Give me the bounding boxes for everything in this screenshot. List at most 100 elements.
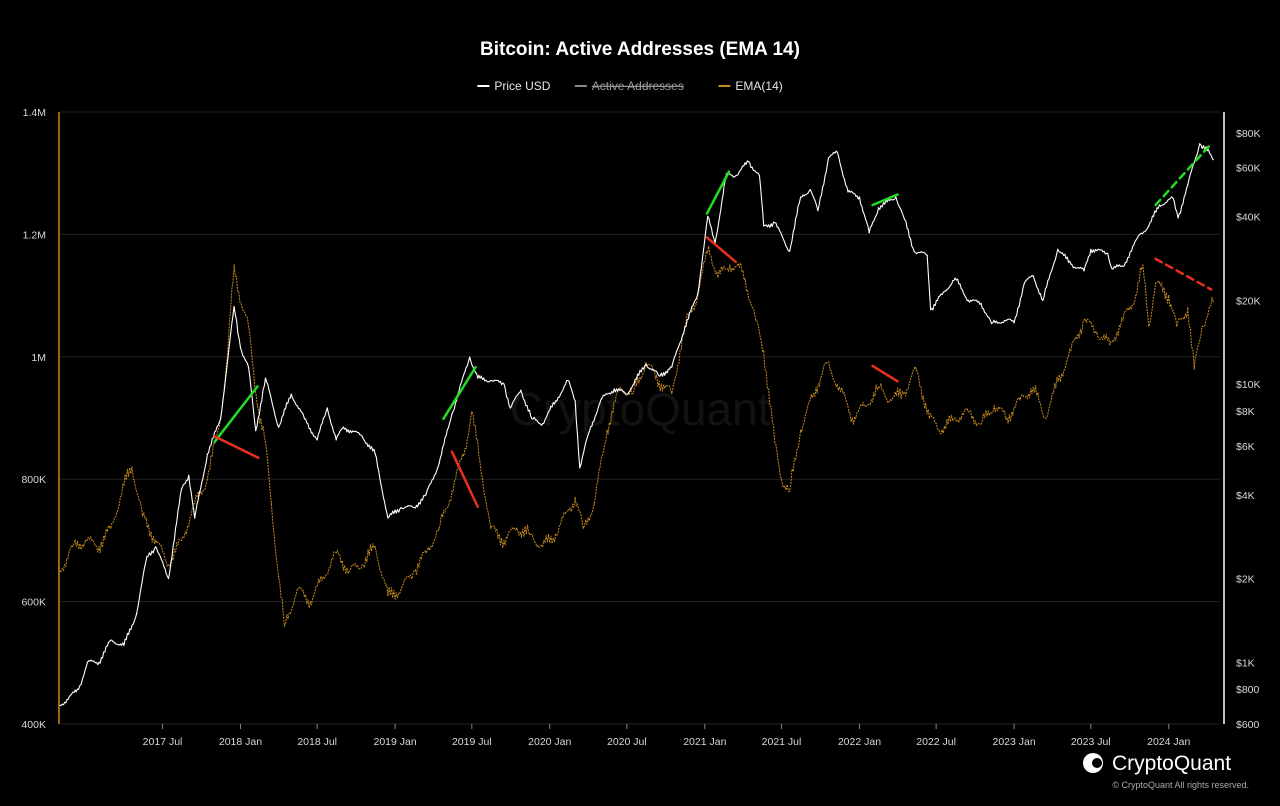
data-point xyxy=(110,527,112,529)
data-point xyxy=(239,347,242,349)
trendline-9 xyxy=(1154,257,1213,291)
data-point xyxy=(1070,263,1072,265)
legend-label: Price USD xyxy=(494,79,550,93)
data-point xyxy=(194,503,196,505)
right-tick-label: $1K xyxy=(1236,657,1255,669)
data-point xyxy=(847,191,849,193)
legend-item-price-usd[interactable]: Price USD xyxy=(477,79,551,93)
data-point xyxy=(593,503,595,505)
watermark: CryptoQuant xyxy=(510,383,771,435)
data-point xyxy=(606,429,608,431)
data-point xyxy=(1111,268,1113,270)
data-point xyxy=(167,564,170,566)
data-point xyxy=(400,588,402,591)
data-point xyxy=(1176,325,1178,327)
data-point xyxy=(270,503,272,505)
data-point xyxy=(836,151,839,153)
data-point xyxy=(188,474,190,476)
data-point xyxy=(800,196,802,198)
data-point xyxy=(1142,264,1144,266)
data-point xyxy=(361,435,363,437)
data-point xyxy=(658,375,660,377)
data-point xyxy=(582,527,584,529)
data-point xyxy=(516,527,518,529)
right-tick-label: $6K xyxy=(1236,441,1255,453)
data-point xyxy=(926,254,928,256)
trendline-3 xyxy=(450,450,479,508)
data-point xyxy=(131,466,133,468)
data-point xyxy=(374,545,376,548)
data-point xyxy=(1212,301,1214,303)
data-point xyxy=(110,639,112,641)
data-point xyxy=(167,577,170,580)
trendline-2 xyxy=(442,365,477,421)
data-point xyxy=(671,392,673,395)
data-point xyxy=(789,250,791,252)
right-tick-label: $600 xyxy=(1236,719,1260,731)
data-point xyxy=(1139,233,1141,235)
legend-item-active-addresses[interactable]: Active Addresses xyxy=(574,79,684,93)
data-point xyxy=(1177,217,1179,219)
data-point xyxy=(220,418,222,420)
left-tick-label: 1M xyxy=(31,352,46,364)
data-point xyxy=(1057,380,1059,382)
data-point xyxy=(451,490,453,492)
data-point xyxy=(255,430,257,432)
data-point xyxy=(877,386,880,388)
data-point xyxy=(469,356,471,358)
data-point xyxy=(531,418,533,420)
data-point xyxy=(729,264,731,266)
data-point xyxy=(1199,143,1201,145)
data-point xyxy=(877,207,880,209)
data-point xyxy=(85,539,87,542)
data-point xyxy=(568,509,570,511)
data-point xyxy=(136,612,138,614)
data-point xyxy=(98,661,100,663)
legend-item-ema-14[interactable]: EMA(14) xyxy=(718,79,783,93)
data-point xyxy=(868,232,870,234)
data-point xyxy=(895,196,897,198)
data-point xyxy=(155,539,157,542)
right-tick-label: $20K xyxy=(1236,295,1261,307)
data-point xyxy=(181,488,183,490)
data-point xyxy=(817,210,819,212)
data-point xyxy=(1083,270,1085,272)
data-point xyxy=(632,392,634,395)
data-point xyxy=(194,517,196,519)
left-tick-label: 800K xyxy=(21,474,46,486)
data-point xyxy=(479,460,481,462)
data-point xyxy=(348,570,350,572)
data-point xyxy=(123,644,125,647)
data-point xyxy=(774,441,776,444)
data-point xyxy=(278,576,280,578)
trendline-8 xyxy=(1154,142,1213,207)
data-point xyxy=(941,293,943,295)
data-point xyxy=(851,417,853,419)
data-point xyxy=(600,398,602,401)
data-point xyxy=(1083,319,1085,321)
data-point xyxy=(658,380,660,382)
data-point xyxy=(941,429,943,431)
data-point xyxy=(742,270,744,272)
x-tick-label: 2022 Jan xyxy=(838,736,881,748)
data-point xyxy=(708,246,710,248)
data-point xyxy=(206,453,208,455)
data-point xyxy=(1042,299,1044,301)
right-tick-label: $40K xyxy=(1236,212,1261,224)
x-tick-label: 2021 Jan xyxy=(683,736,726,748)
data-point xyxy=(671,366,673,368)
data-point xyxy=(574,400,576,402)
series-ema-14 xyxy=(59,246,1214,627)
data-point xyxy=(789,490,791,492)
data-point xyxy=(1187,307,1189,309)
data-point xyxy=(1187,184,1189,186)
trendline-4 xyxy=(705,170,731,215)
data-point xyxy=(59,570,61,572)
data-point xyxy=(316,439,318,441)
left-axis: 400K 600K 800K 1M 1.2M 1.4M xyxy=(21,107,60,731)
x-tick-label: 2023 Jan xyxy=(992,736,1035,748)
data-point xyxy=(503,539,505,542)
right-tick-label: $800 xyxy=(1236,684,1260,696)
